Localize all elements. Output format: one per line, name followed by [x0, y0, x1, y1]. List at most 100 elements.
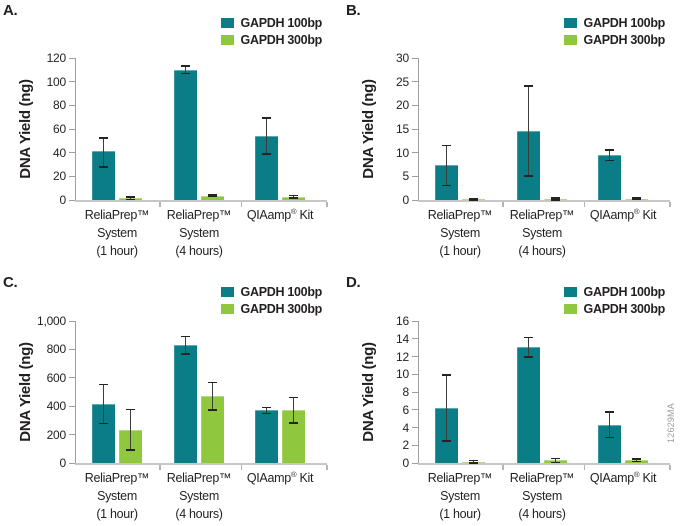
y-tick — [69, 377, 75, 379]
legend-item-gapdh-300bp: GAPDH 300bp — [220, 302, 322, 316]
y-tick-label: 14 — [396, 331, 409, 346]
y-tick — [412, 391, 418, 393]
x-category-label: ReliaPrep™ System (1 hour) — [62, 469, 172, 523]
error-bar-line — [472, 460, 475, 463]
y-tick — [69, 128, 75, 130]
x-category-label-line: System — [522, 226, 562, 240]
bar-gapdh-100bp — [92, 404, 115, 463]
error-bar-cap-top — [126, 408, 135, 411]
x-category-label: QIAamp® Kit — [568, 469, 678, 487]
y-tick — [69, 175, 75, 177]
bar-gapdh-300bp — [282, 410, 305, 463]
legend-swatch-gapdh-300bp — [220, 303, 234, 314]
x-category-label-line: (4 hours) — [518, 507, 566, 521]
panel-d-plot-area: 0 2 4 6 8 10 12 14 16 ReliaPrep™ System (1 hour) Rel… — [343, 263, 686, 526]
x-tick — [326, 202, 328, 207]
y-tick-label: 4 — [402, 420, 410, 435]
y-tick-label: 25 — [396, 74, 409, 89]
error-bar-cap-bottom — [289, 422, 298, 424]
y-tick — [412, 104, 418, 106]
y-tick-label: 20 — [53, 169, 66, 184]
error-bar-cap-top — [126, 196, 135, 198]
x-category-label-line: (1 hour) — [96, 244, 138, 258]
x-category-label: QIAamp® Kit — [568, 206, 678, 224]
y-tick — [412, 128, 418, 130]
error-bar-cap-bottom — [524, 356, 533, 358]
y-tick — [69, 81, 75, 83]
error-bar-cap-top — [524, 85, 533, 87]
legend-swatch-gapdh-100bp — [563, 286, 577, 297]
legend-label-gapdh-300bp: GAPDH 300bp — [583, 32, 666, 47]
y-tick-label: 0 — [402, 456, 410, 470]
y-tick — [69, 320, 75, 322]
x-category-label-line: QIAamp® Kit — [246, 469, 314, 485]
error-bar-cap-bottom — [442, 184, 451, 187]
bar-gapdh-300bp — [201, 396, 224, 463]
x-category-label-line: (1 hour) — [96, 507, 138, 521]
y-axis-line — [418, 321, 419, 463]
y-tick-label: 0 — [59, 456, 67, 470]
y-tick — [69, 57, 75, 59]
error-bar-line — [211, 195, 214, 197]
figure-id-watermark: 12629MA — [666, 403, 676, 443]
error-bar-line — [265, 407, 268, 414]
legend-label-gapdh-300bp: GAPDH 300bp — [240, 32, 323, 47]
error-bar-cap-bottom — [181, 72, 190, 75]
y-tick — [412, 57, 418, 59]
x-tick — [240, 202, 242, 207]
y-tick-label: 0 — [59, 193, 67, 207]
x-category-label: ReliaPrep™ System (1 hour) — [62, 206, 172, 260]
error-bar-cap-top — [442, 374, 451, 376]
x-category-label-line: (4 hours) — [518, 244, 566, 258]
legend-item-gapdh-100bp: GAPDH 100bp — [563, 285, 665, 299]
x-tick — [159, 465, 161, 470]
error-bar-cap-top — [262, 117, 271, 119]
error-bar-cap-bottom — [632, 460, 641, 463]
error-bar-line — [608, 412, 611, 438]
y-tick-label: 200 — [46, 427, 67, 442]
y-tick-label: 10 — [396, 145, 409, 160]
error-bar-cap-bottom — [469, 462, 478, 464]
y-tick — [412, 175, 418, 177]
error-bar-line — [129, 197, 132, 200]
error-bar-cap-top — [605, 411, 614, 413]
y-tick — [412, 427, 418, 428]
x-category-label-line: System — [522, 489, 562, 503]
y-tick-label: 15 — [396, 122, 409, 136]
y-tick-label: 8 — [402, 385, 410, 399]
error-bar-cap-top — [99, 383, 108, 386]
error-bar-line — [184, 336, 187, 354]
panel-c-plot-area: 0 200 400 600 800 1,000 ReliaPrep™ System (1 hou… — [0, 263, 343, 526]
y-tick-label: 2 — [402, 438, 410, 453]
y-tick — [412, 409, 418, 411]
x-category-label-line: ReliaPrep™ — [166, 208, 232, 222]
error-bar-cap-top — [632, 197, 641, 199]
error-bar-line — [554, 458, 557, 463]
x-axis-line — [418, 200, 670, 202]
panel-a-letter: A. — [3, 2, 18, 19]
error-bar-line — [527, 86, 530, 176]
legend-swatch-gapdh-300bp — [563, 34, 577, 45]
y-tick — [69, 405, 75, 407]
y-tick — [412, 199, 418, 201]
x-category-label-line: QIAamp® Kit — [589, 469, 657, 485]
error-bar-cap-top — [632, 458, 641, 460]
x-category-label-line: (1 hour) — [439, 244, 481, 258]
x-category-label: ReliaPrep™ System (4 hours) — [487, 469, 597, 523]
y-tick — [412, 356, 418, 357]
error-bar-cap-top — [289, 194, 298, 197]
x-category-label-line: (1 hour) — [439, 507, 481, 521]
x-tick — [502, 465, 504, 470]
error-bar-cap-top — [208, 381, 217, 384]
y-tick-label: 40 — [53, 145, 66, 160]
x-axis-line — [418, 463, 670, 465]
legend-item-gapdh-100bp: GAPDH 100bp — [563, 16, 665, 30]
error-bar-line — [129, 409, 132, 450]
y-tick-label: 10 — [396, 367, 409, 382]
y-tick-label: 60 — [53, 122, 66, 136]
y-tick-label: 800 — [46, 342, 67, 357]
error-bar-cap-bottom — [551, 461, 560, 464]
error-bar-line — [445, 145, 448, 186]
error-bar-line — [265, 118, 268, 154]
y-tick — [69, 434, 75, 436]
